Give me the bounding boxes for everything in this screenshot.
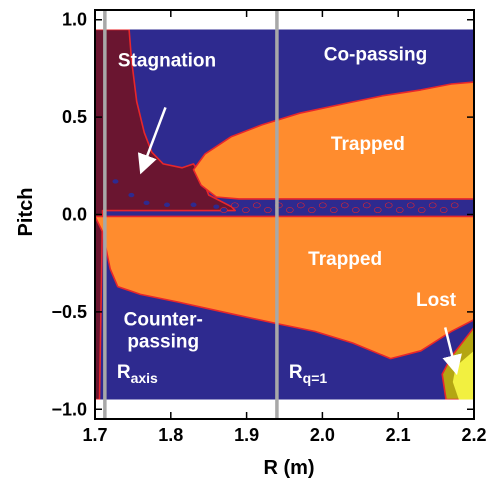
vline-label-main: R [289, 362, 303, 383]
wave-dot-18 [417, 207, 426, 213]
region-label-trapped-3: Trapped [331, 134, 405, 155]
y-tick-label-2: 0.0 [62, 205, 87, 225]
plot-area: Co-passing Counter-passing Stagnation Trapp… [95, 10, 474, 419]
x-axis-label: R (m) [263, 457, 314, 479]
wave-dot-20 [439, 207, 448, 213]
region-label-co-passing-0: Co-passing [324, 45, 427, 66]
arrow-stagnation [137, 106, 167, 175]
wave-dot-4 [264, 207, 272, 213]
region-label-line: Counter- [124, 310, 203, 331]
boundary-dot-0 [112, 179, 119, 184]
x-tick-label-2: 1.9 [234, 425, 259, 445]
region-label-line: Lost [416, 290, 457, 311]
plot-margin-top [95, 10, 474, 30]
region-label-stagnation-2: Stagnation [118, 50, 216, 71]
region-label-line: Trapped [331, 134, 405, 155]
wave-dot-13 [362, 202, 371, 209]
wave-dot-17 [406, 202, 415, 209]
wave-dot-0 [220, 207, 228, 213]
wave-dot-3 [253, 202, 261, 209]
vline-label-0: Raxis [117, 362, 158, 386]
region-trapped-4 [95, 215, 474, 360]
region-label-line: Trapped [308, 249, 382, 270]
wave-dot-1 [231, 202, 239, 209]
wave-dot-16 [395, 207, 404, 213]
wave-dot-2 [242, 207, 250, 213]
wave-dot-21 [450, 202, 459, 209]
y-tick-label-0: 1.0 [62, 10, 87, 30]
vline-label-sub: q=1 [303, 370, 328, 386]
y-axis-label: Pitch [15, 188, 37, 237]
y-tick-label-1: 0.5 [62, 107, 87, 127]
wave-dot-9 [318, 202, 327, 209]
wave-dot-7 [296, 202, 305, 209]
region-lost-core [452, 350, 474, 400]
boundary-dot-3 [164, 202, 171, 207]
vline-label-main: R [117, 362, 131, 383]
y-tick-label-4: −1.0 [51, 399, 87, 419]
wave-dot-6 [286, 207, 294, 213]
region-stagnation-2 [95, 28, 236, 401]
wave-dot-11 [340, 202, 349, 209]
boundary-dot-2 [143, 200, 150, 206]
x-tick-label-3: 2.0 [310, 425, 335, 445]
wave-dot-10 [329, 207, 338, 213]
wave-dot-8 [307, 207, 316, 213]
plot-content: Co-passing Counter-passing Stagnation Trapp… [95, 10, 474, 419]
vline-label-1: Rq=1 [289, 362, 327, 386]
x-tick-label-5: 2.2 [461, 425, 486, 445]
region-label-counter-passing-1: Counter-passing [124, 310, 203, 353]
region-label-trapped-4: Trapped [308, 249, 382, 270]
wave-dot-12 [351, 207, 360, 213]
arrow-lost [442, 327, 462, 376]
wave-dot-19 [428, 202, 437, 209]
y-tick-label-3: −0.5 [51, 302, 87, 322]
wave-dot-15 [384, 202, 393, 209]
region-trapped-3 [192, 81, 474, 200]
plot-frame [94, 9, 475, 420]
region-label-lost-5: Lost [416, 290, 457, 311]
boundary-dot-5 [213, 204, 220, 209]
vline-label-sub: axis [131, 370, 158, 386]
x-tick-label-0: 1.7 [82, 425, 107, 445]
boundary-dot-4 [190, 202, 197, 207]
region-label-line: passing [127, 332, 199, 353]
tick-labels: 1.7 1.8 1.9 2.0 2.1 2.2 1.0 0.5 0.0 −0.5 −1.0 [51, 10, 486, 445]
x-tick-label-1: 1.8 [158, 425, 183, 445]
boundary-dot-1 [128, 192, 135, 198]
wave-dot-14 [373, 207, 382, 213]
region-label-line: Co-passing [324, 45, 427, 66]
x-tick-label-4: 2.1 [386, 425, 411, 445]
plot-margin-bottom [95, 399, 474, 419]
region-label-line: Stagnation [118, 50, 216, 71]
